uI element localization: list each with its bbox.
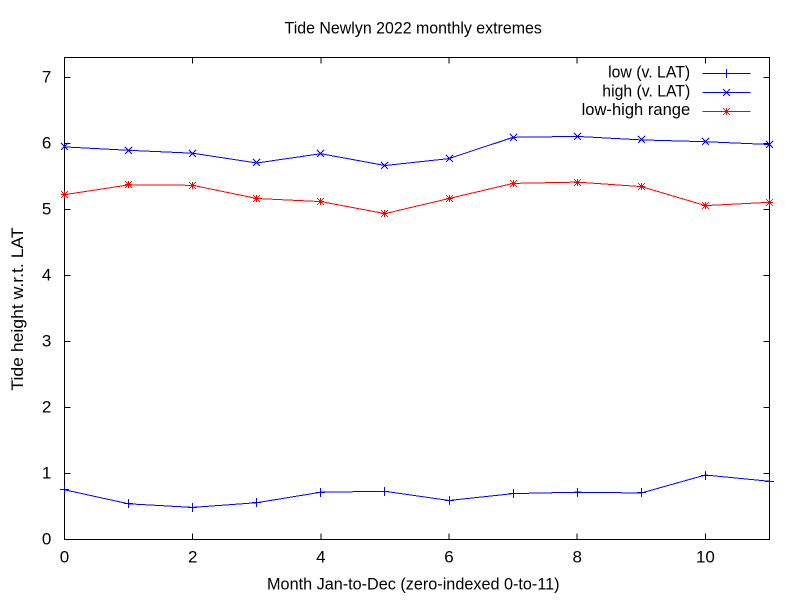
svg-text:4: 4	[42, 265, 51, 284]
svg-text:2: 2	[188, 548, 197, 567]
svg-text:1: 1	[42, 463, 51, 482]
svg-text:6: 6	[444, 548, 453, 567]
svg-text:7: 7	[42, 67, 51, 86]
svg-text:5: 5	[42, 199, 51, 218]
svg-text:4: 4	[316, 548, 325, 567]
svg-text:0: 0	[42, 529, 51, 548]
svg-text:3: 3	[42, 331, 51, 350]
svg-text:2: 2	[42, 397, 51, 416]
svg-text:Month Jan-to-Dec (zero-indexed: Month Jan-to-Dec (zero-indexed 0-to-11)	[267, 574, 560, 593]
svg-text:0: 0	[60, 548, 69, 567]
svg-text:high (v. LAT): high (v. LAT)	[602, 82, 690, 101]
svg-text:low (v. LAT): low (v. LAT)	[608, 63, 690, 82]
svg-text:10: 10	[696, 548, 715, 567]
svg-text:6: 6	[42, 133, 51, 152]
svg-text:8: 8	[572, 548, 581, 567]
svg-text:Tide height w.r.t. LAT: Tide height w.r.t. LAT	[8, 227, 27, 390]
svg-text:low-high range: low-high range	[582, 100, 691, 119]
svg-text:Tide Newlyn 2022 monthly extre: Tide Newlyn 2022 monthly extremes	[285, 18, 542, 37]
